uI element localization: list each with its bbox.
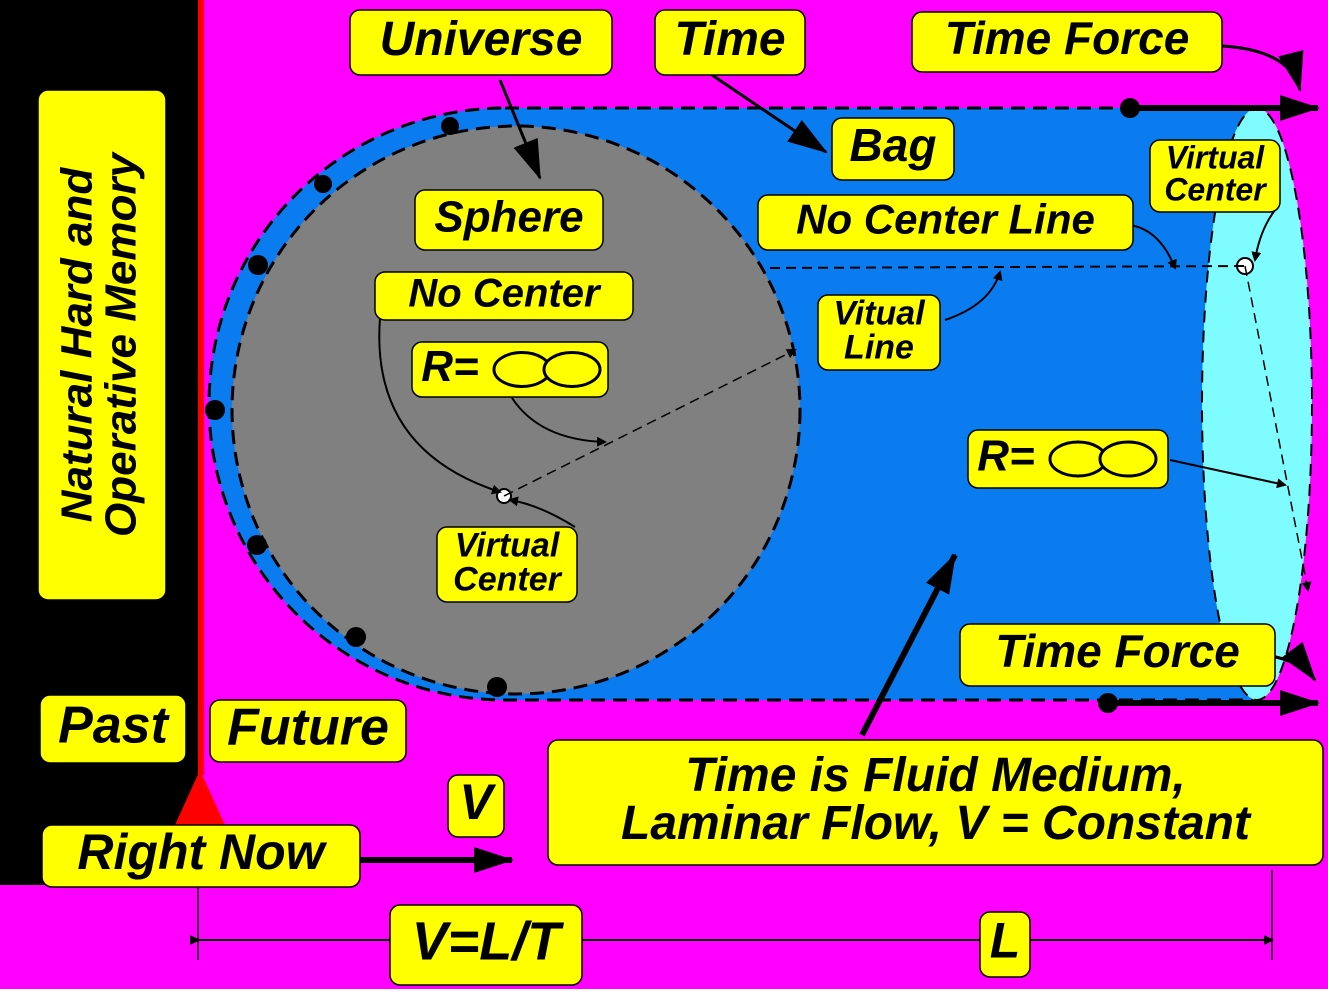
label-text: L — [990, 913, 1021, 969]
label-text: Line — [844, 328, 914, 366]
label-text: Laminar Flow, V = Constant — [621, 797, 1252, 850]
label-text: Center — [1164, 171, 1267, 207]
infinity-loop — [1100, 442, 1156, 476]
label-text: V — [459, 774, 496, 830]
label-text: Right Now — [77, 824, 327, 880]
label-text: Vitual — [833, 294, 926, 332]
diagram: Universe Time Time Force Bag Sphere No Center… — [0, 0, 1328, 989]
label-text: Time — [674, 13, 785, 66]
label-text: Bag — [850, 119, 937, 171]
label-text: Operative Memory — [97, 151, 146, 537]
label-text: Natural Hard and — [53, 167, 102, 523]
label-text: Time is Fluid Medium, — [685, 749, 1186, 802]
label-text: No Center Line — [796, 196, 1095, 243]
label-text: R= — [421, 342, 478, 391]
label-text: Universe — [380, 13, 583, 66]
label-text: Time Force — [995, 625, 1240, 677]
label-text: Virtual — [1166, 139, 1266, 175]
label-text: Past — [58, 697, 171, 755]
label-text: V=L/T — [412, 911, 565, 971]
label-text: Sphere — [434, 193, 583, 242]
label-text: Virtual — [455, 526, 561, 564]
label-text: Time Force — [945, 12, 1190, 64]
label-text: Center — [453, 560, 562, 598]
label-text: Future — [227, 699, 389, 757]
infinity-loop — [544, 353, 600, 387]
infinity-loop — [1050, 442, 1106, 476]
label-text: No Center — [408, 272, 602, 316]
infinity-loop — [494, 353, 550, 387]
label-text: R= — [977, 432, 1034, 481]
